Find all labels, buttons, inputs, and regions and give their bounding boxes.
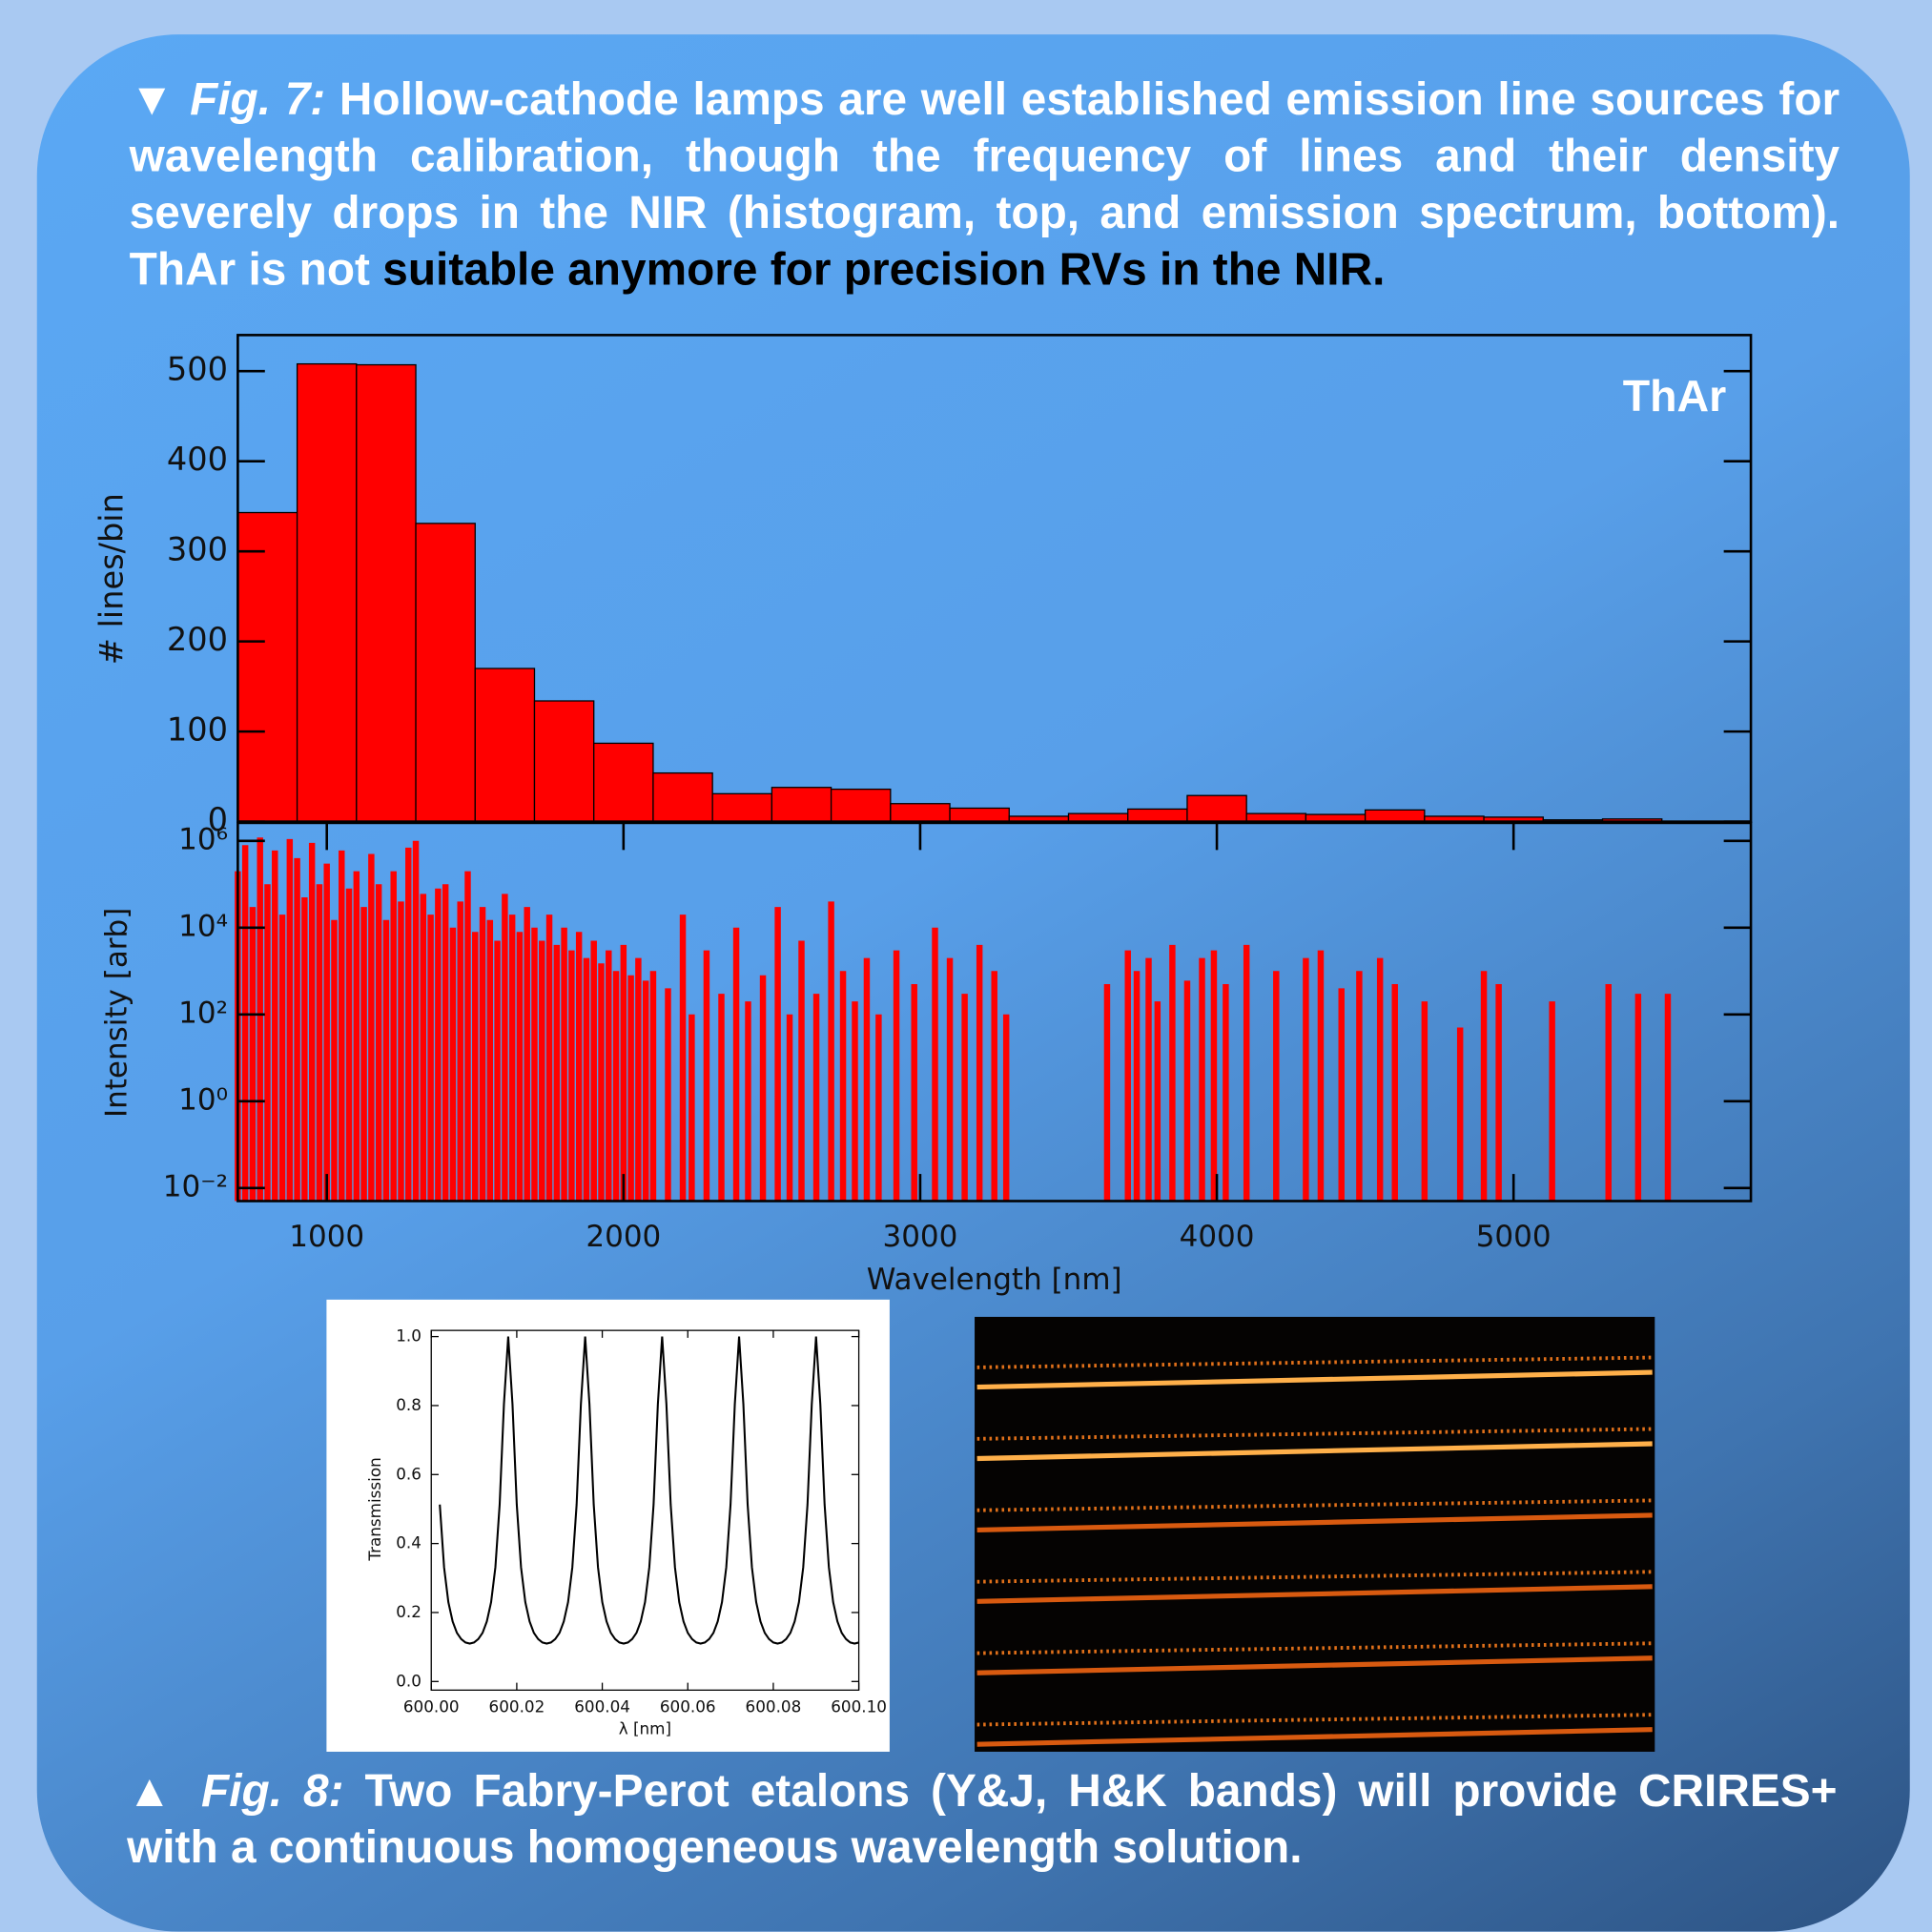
- x-tick-label: 2000: [586, 1220, 661, 1254]
- y-tick-label: 0.2: [396, 1602, 421, 1621]
- stage: ▼ Fig. 7: Hollow-cathode lamps are well …: [0, 0, 1932, 1887]
- x-tick-label: 3000: [882, 1220, 957, 1254]
- bar: [534, 701, 593, 822]
- fig8-caption: ▲ Fig. 8: Two Fabry-Perot etalons (Y&J, …: [127, 1763, 1837, 1877]
- caption-text: Two Fabry-Perot etalons (Y&J, H&K bands)…: [127, 1765, 1837, 1872]
- x-tick-label: 4000: [1180, 1220, 1255, 1254]
- x-tick-label: 600.04: [574, 1696, 630, 1716]
- x-tick-label: 600.06: [660, 1696, 716, 1716]
- bar: [1128, 809, 1187, 821]
- bar: [475, 668, 534, 822]
- caption-marker: ▲: [127, 1765, 180, 1816]
- bar: [950, 808, 1009, 821]
- y-tick-label: 10⁰: [178, 1082, 228, 1117]
- y-tick-label: 0.6: [396, 1464, 421, 1483]
- caption-label: Fig. 8:: [201, 1765, 343, 1816]
- y-axis-label: Transmission: [365, 1457, 384, 1561]
- x-tick-label: 1000: [289, 1220, 364, 1254]
- y-tick-label: 500: [167, 351, 228, 388]
- y-tick-label: 300: [167, 531, 228, 568]
- annotation: ThAr: [1623, 371, 1727, 421]
- y-axis-label: # lines/bin: [92, 493, 130, 665]
- bar: [771, 788, 831, 822]
- y-axis-label: Intensity [arb]: [100, 908, 134, 1118]
- bar: [653, 773, 712, 822]
- y-tick-label: 10⁴: [178, 909, 228, 943]
- bar: [298, 364, 357, 822]
- bar: [357, 365, 416, 822]
- y-tick-label: 0.0: [396, 1671, 421, 1690]
- bar: [237, 513, 297, 822]
- y-tick-label: 200: [167, 621, 228, 658]
- x-tick-label: 600.08: [746, 1696, 802, 1716]
- bar: [416, 524, 475, 822]
- x-axis-label: λ [nm]: [619, 1719, 671, 1738]
- page: {"fig7_caption": {"marker": "▼", "label"…: [0, 0, 1932, 1887]
- y-tick-label: 1.0: [396, 1326, 421, 1346]
- bar: [832, 790, 891, 822]
- y-tick-label: 400: [167, 441, 228, 478]
- x-tick-label: 5000: [1476, 1220, 1552, 1254]
- y-tick-label: 10⁻²: [163, 1169, 228, 1203]
- bar: [1187, 795, 1246, 821]
- x-tick-label: 600.02: [489, 1696, 545, 1716]
- y-tick-label: 0.4: [396, 1533, 421, 1552]
- y-tick-label: 100: [167, 711, 228, 749]
- x-tick-label: 600.00: [403, 1696, 460, 1716]
- bar: [594, 743, 653, 821]
- bar: [891, 804, 950, 822]
- y-tick-label: 10⁶: [178, 822, 228, 856]
- x-axis-label: Wavelength [nm]: [867, 1263, 1122, 1297]
- bar: [712, 793, 771, 821]
- x-tick-label: 600.10: [831, 1696, 887, 1716]
- bar: [1366, 810, 1425, 821]
- y-tick-label: 0.8: [396, 1395, 421, 1414]
- y-tick-label: 10²: [178, 996, 228, 1030]
